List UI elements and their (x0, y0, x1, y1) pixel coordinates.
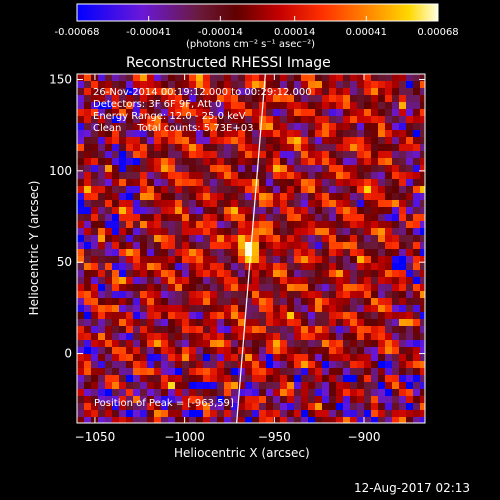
colorbar-tick-label: -0.00041 (126, 27, 171, 38)
limb-line (236, 74, 266, 423)
x-tick-label: −950 (258, 430, 291, 444)
x-tick-label: −900 (348, 430, 381, 444)
y-tick-label: 100 (49, 164, 72, 178)
colorbar-tick-label: 0.00068 (417, 27, 458, 38)
y-tick-label: 0 (64, 347, 72, 361)
colorbar-units: (photons cm⁻² s⁻¹ asec⁻²) (186, 39, 316, 50)
colorbar-tick-label: 0.00014 (274, 27, 315, 38)
peak-position-label: Position of Peak = [-963,59] (94, 398, 234, 409)
y-axis-label: Heliocentric Y (arcsec) (27, 180, 41, 316)
plot-frame (76, 73, 426, 424)
colorbar-tick-label: -0.00014 (198, 27, 243, 38)
footer-timestamp: 12-Aug-2017 02:13 (354, 481, 471, 495)
x-tick-label: −1050 (75, 430, 116, 444)
annotation-line-3: Energy Range: 12.0 - 25.0 keV (93, 111, 246, 122)
x-axis-label: Heliocentric X (arcsec) (174, 446, 310, 460)
colorbar-ticks: -0.00068 -0.00041 -0.00014 0.00014 0.00041 0.… (55, 16, 459, 38)
y-tick-label: 150 (49, 72, 72, 86)
colorbar-tick-label: 0.00041 (346, 27, 387, 38)
y-tick-label: 50 (57, 255, 72, 269)
heatmap-image (77, 74, 425, 423)
axis-ticks: −1050 −1000 −950 −900 0 50 100 150 (49, 72, 425, 444)
annotation-line-2: Detectors: 3F 6F 9F, Att 0 (93, 99, 222, 110)
annotation-line-4: Clean Total counts: 5.73E+03 (93, 123, 254, 134)
annotation-line-1: 26-Nov-2014 00:19:12.000 to 00:29:12.000 (93, 87, 312, 98)
colorbar (76, 3, 439, 22)
x-tick-label: −1000 (164, 430, 205, 444)
colorbar-tick-label: -0.00068 (55, 27, 100, 38)
chart-title: Reconstructed RHESSI Image (126, 55, 331, 71)
